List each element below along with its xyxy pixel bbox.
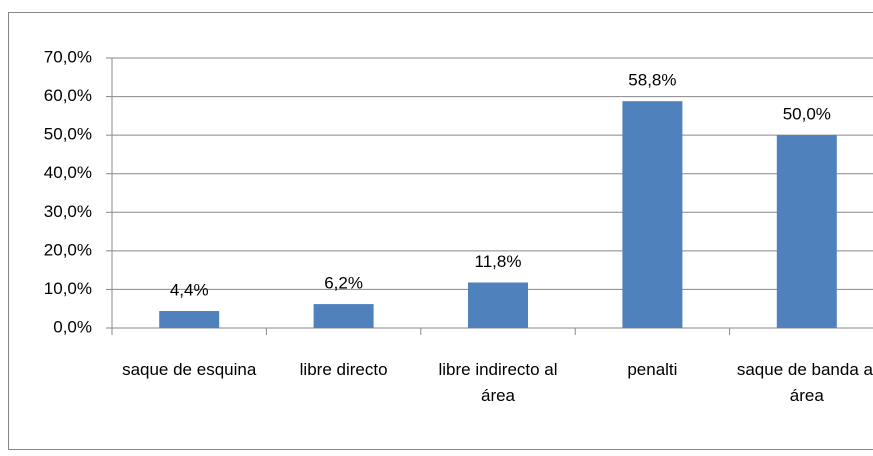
bar	[622, 101, 683, 328]
bar	[159, 311, 220, 328]
y-tick-label: 70,0%	[44, 47, 92, 66]
y-tick-label: 50,0%	[44, 125, 92, 144]
value-label: 58,8%	[628, 71, 676, 90]
y-tick-label: 0,0%	[53, 317, 92, 336]
x-tick-label: penalti	[627, 360, 678, 379]
value-label: 50,0%	[783, 105, 831, 124]
value-label: 4,4%	[170, 281, 209, 300]
value-label: 11,8%	[475, 252, 522, 271]
bar	[468, 282, 528, 328]
bar	[776, 135, 837, 328]
y-tick-label: 40,0%	[44, 163, 92, 182]
bar	[313, 304, 374, 328]
y-tick-label: 10,0%	[44, 279, 92, 298]
y-tick-label: 30,0%	[44, 202, 92, 221]
y-tick-label: 20,0%	[44, 240, 92, 259]
chart-frame	[8, 12, 873, 450]
value-label: 6,2%	[324, 274, 363, 293]
y-tick-label: 60,0%	[44, 86, 92, 105]
x-tick-label: saque de esquina	[122, 360, 257, 379]
x-tick-label: libre directo	[299, 360, 388, 379]
x-tick-label: libre indirecto al área	[438, 360, 558, 405]
x-tick-label: saque de banda al área	[736, 360, 873, 405]
